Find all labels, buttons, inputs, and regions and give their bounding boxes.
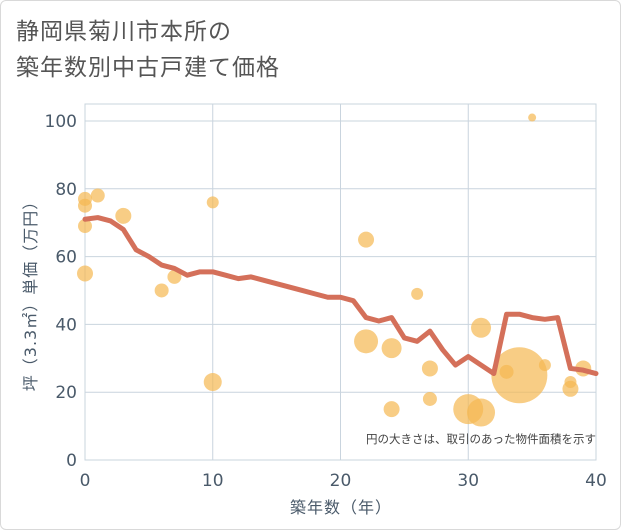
axis-ticks: 0 20 40 60 80 100 0 10 20 30 40 [45, 112, 607, 491]
trend-line [82, 215, 599, 377]
bubble-point [538, 359, 551, 372]
bubble-point [564, 376, 577, 389]
title-line-1: 静岡県菊川市本所の [16, 19, 232, 45]
bubble-point [381, 338, 402, 359]
x-tick-label: 30 [457, 471, 479, 491]
bubble-point [467, 398, 496, 427]
bubble-point [471, 317, 492, 338]
x-tick-label: 40 [585, 471, 607, 491]
chart-title: 静岡県菊川市本所の 築年数別中古戸建て価格 [16, 14, 280, 86]
bubble-point [411, 287, 424, 300]
bubble-point [115, 207, 132, 224]
bubble-point [491, 347, 548, 404]
y-tick-label: 100 [45, 112, 77, 132]
x-tick-label: 20 [330, 471, 352, 491]
title-line-2: 築年数別中古戸建て価格 [16, 55, 280, 81]
bubble-point [206, 196, 219, 209]
bubble-point [167, 269, 182, 284]
grid-lines [84, 103, 597, 461]
bubble-point [78, 198, 92, 213]
bubble-point [354, 329, 379, 354]
y-tick-label: 20 [55, 383, 77, 403]
bubble-point [422, 391, 437, 406]
y-tick-label: 80 [55, 180, 77, 200]
bubble-point [78, 219, 92, 234]
bubble-series [77, 113, 592, 427]
bubble-point [358, 231, 375, 248]
bubble-point [383, 401, 400, 418]
bubble-point [154, 283, 169, 298]
size-note: 円の大きさは、取引のあった物件面積を示す [366, 432, 596, 446]
y-tick-label: 40 [55, 315, 77, 335]
y-tick-label: 60 [55, 248, 77, 268]
y-axis-label: 坪（3.3㎡）単価（万円） [21, 193, 40, 391]
x-tick-label: 0 [80, 471, 91, 491]
bubble-point [77, 265, 93, 282]
x-axis-label: 築年数（年） [290, 498, 392, 517]
bubble-point [203, 373, 222, 392]
bubble-point [528, 113, 537, 122]
bubble-point [421, 360, 438, 377]
y-tick-label: 0 [66, 451, 77, 471]
x-tick-label: 10 [202, 471, 224, 491]
bubble-point [90, 188, 105, 203]
